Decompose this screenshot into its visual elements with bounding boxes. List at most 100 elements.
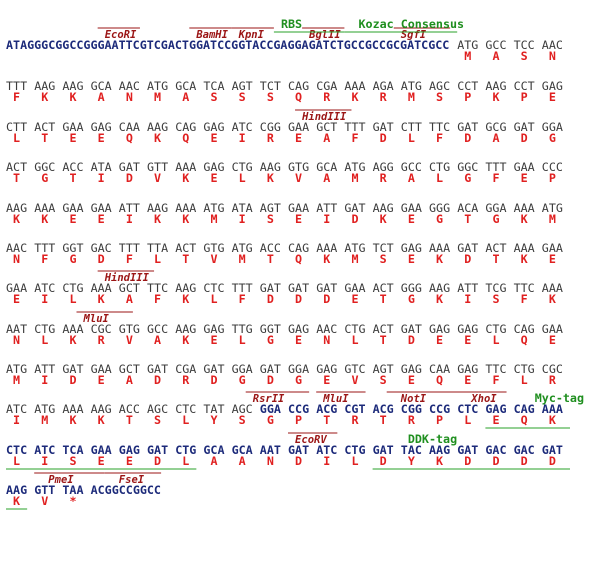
- codon: AAG: [175, 281, 196, 295]
- codon: GGA: [542, 120, 563, 134]
- codon: CTG: [344, 322, 365, 336]
- codon: GCC: [485, 38, 506, 52]
- codon: ATC: [34, 443, 55, 457]
- codon: TTT: [344, 120, 365, 134]
- amino-acid: S: [521, 49, 528, 63]
- codon: GGA: [260, 402, 281, 416]
- amino-acid: I: [323, 454, 330, 468]
- amino-acid: E: [98, 454, 105, 468]
- amino-acid: M: [464, 49, 471, 63]
- codon: GAA: [91, 362, 112, 376]
- amino-acid: N: [267, 454, 274, 468]
- restriction-site: EcoRI: [105, 29, 137, 41]
- amino-acid: G: [436, 212, 443, 226]
- codon: ACC: [62, 160, 83, 174]
- amino-acid: A: [126, 292, 133, 306]
- amino-acid: S: [210, 90, 217, 104]
- amino-acid: G: [267, 333, 274, 347]
- amino-acid: K: [13, 212, 20, 226]
- amino-acid: D: [210, 373, 217, 387]
- codon: CAG: [514, 402, 535, 416]
- amino-acid: A: [154, 333, 161, 347]
- amino-acid: K: [267, 171, 274, 185]
- codon: ATG: [401, 79, 422, 93]
- amino-acid: R: [182, 373, 190, 387]
- amino-acid: L: [492, 333, 499, 347]
- codon: GTT: [147, 160, 168, 174]
- codon: ACA: [457, 201, 478, 215]
- restriction-site: RsrII: [253, 393, 285, 405]
- amino-acid: Q: [521, 413, 528, 427]
- codon: GAT: [457, 241, 478, 255]
- amino-acid: G: [41, 171, 48, 185]
- codon: CTG: [62, 281, 83, 295]
- amino-acid: T: [126, 413, 133, 427]
- codon: AAA: [34, 201, 55, 215]
- amino-acid: I: [98, 171, 105, 185]
- codon: GAT: [260, 281, 281, 295]
- codon: AAC: [316, 322, 337, 336]
- amino-acid: E: [69, 131, 76, 145]
- codon: GAT: [542, 443, 563, 457]
- codon: GAA: [6, 281, 27, 295]
- amino-acid: Y: [408, 454, 415, 468]
- amino-acid: K: [69, 90, 76, 104]
- amino-acid: S: [267, 212, 274, 226]
- codon: TTT: [232, 281, 253, 295]
- amino-acid: T: [323, 413, 330, 427]
- codon: ATG: [232, 241, 253, 255]
- codon: AAG: [147, 120, 168, 134]
- codon: GAG: [401, 241, 422, 255]
- codon: GAT: [401, 322, 422, 336]
- amino-acid: M: [13, 373, 20, 387]
- codon: GAC: [91, 241, 112, 255]
- codon: GAC: [485, 443, 506, 457]
- codon: GAT: [288, 281, 309, 295]
- amino-acid: N: [126, 90, 133, 104]
- restriction-site: MluI: [322, 393, 349, 405]
- codon: GAG: [203, 120, 224, 134]
- amino-acid: I: [41, 292, 48, 306]
- codon: GAT: [344, 201, 365, 215]
- amino-acid: E: [408, 373, 415, 387]
- amino-acid: L: [182, 454, 189, 468]
- codon: AAA: [316, 241, 337, 255]
- amino-acid: K: [154, 212, 161, 226]
- codon: GAT: [260, 362, 281, 376]
- codon: ATG: [6, 362, 27, 376]
- amino-acid: F: [521, 292, 528, 306]
- codon: AAA: [514, 201, 535, 215]
- codon: GAT: [203, 362, 224, 376]
- codon: GAA: [288, 201, 309, 215]
- codon: AGT: [232, 79, 253, 93]
- amino-acid: E: [126, 454, 133, 468]
- amino-acid: A: [492, 49, 499, 63]
- codon: TCC: [514, 38, 535, 52]
- codon: CTT: [6, 120, 27, 134]
- amino-acid: T: [380, 292, 387, 306]
- codon: AAG: [373, 201, 394, 215]
- codon: ACC: [260, 241, 281, 255]
- codon: AGA: [373, 79, 394, 93]
- amino-acid: D: [267, 373, 274, 387]
- codon: ATG: [34, 402, 55, 416]
- amino-acid: R: [351, 413, 359, 427]
- dna-sequence: ATAGGGCGGCCGGGAATTCGTCGACTGGATCCGGTACCGA…: [6, 38, 449, 52]
- amino-acid: S: [436, 90, 443, 104]
- codon: CCC: [542, 160, 563, 174]
- codon: GAG: [316, 362, 337, 376]
- codon: ATC: [232, 120, 253, 134]
- amino-acid: V: [126, 333, 133, 347]
- amino-acid: R: [267, 131, 275, 145]
- codon: GAT: [457, 443, 478, 457]
- codon: AAG: [34, 79, 55, 93]
- codon: CAA: [429, 362, 450, 376]
- codon: GTG: [288, 160, 309, 174]
- amino-acid: S: [267, 90, 274, 104]
- codon: CAA: [119, 120, 140, 134]
- codon: GCT: [119, 362, 140, 376]
- codon: GAT: [62, 362, 83, 376]
- codon: CTG: [34, 322, 55, 336]
- codon: ACC: [119, 402, 140, 416]
